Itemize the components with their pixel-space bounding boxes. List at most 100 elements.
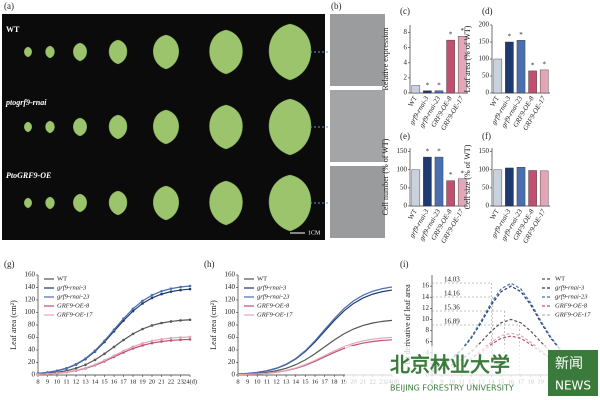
point	[150, 339, 154, 343]
point	[103, 339, 106, 343]
news-box	[548, 350, 598, 396]
x-tick-label: 19	[341, 378, 348, 385]
legend-label: WT	[555, 275, 565, 282]
point	[150, 341, 154, 345]
point	[55, 369, 59, 373]
significance: *	[531, 62, 535, 70]
point	[179, 336, 182, 339]
point	[179, 319, 182, 322]
point	[150, 324, 154, 327]
significance: *	[449, 31, 453, 39]
legend-label: grf9-rnai-23	[57, 293, 90, 300]
significance: *	[519, 31, 523, 39]
panel-label: (i)	[400, 259, 409, 269]
leaves	[24, 23, 312, 232]
x-tick-label: 18	[130, 378, 137, 385]
point	[141, 344, 144, 347]
bar	[539, 170, 549, 207]
significance: *	[449, 171, 453, 179]
y-axis-title: Leaf area (cm²)	[209, 300, 218, 350]
annotation: 15.36	[444, 304, 460, 312]
point	[188, 335, 192, 339]
y-axis-title: Leaf area (% of WT)	[463, 25, 472, 92]
point	[93, 363, 97, 366]
significance: *	[426, 81, 430, 89]
y-tick-label: 12	[422, 304, 430, 312]
significance: *	[460, 169, 464, 177]
point	[65, 370, 68, 374]
y-tick-label: 14	[422, 293, 430, 301]
y-tick-label: 20	[228, 358, 236, 366]
bar	[457, 178, 467, 207]
x-tick-label: 15	[302, 378, 309, 385]
watermark-news-cn: 新闻	[555, 356, 583, 372]
series-line	[237, 319, 393, 375]
y-tick-label: 200	[479, 21, 490, 29]
leaf	[153, 109, 179, 145]
bar	[493, 169, 503, 207]
leaf	[24, 121, 32, 133]
legend-label: GRF9-OE-8	[57, 302, 90, 309]
bar	[434, 156, 444, 207]
x-tick-label: 11	[63, 378, 69, 385]
x-tick-label: 14	[92, 378, 99, 385]
x-tick-label: 23	[177, 378, 184, 385]
point	[160, 321, 163, 325]
leaf	[73, 42, 87, 62]
leaf	[45, 45, 55, 59]
point	[179, 288, 182, 292]
legend-label: GRF9-OE-8	[257, 302, 290, 309]
point	[188, 287, 192, 291]
point	[84, 363, 87, 367]
point	[131, 345, 135, 348]
legend-label: WT	[57, 275, 67, 282]
point	[179, 338, 182, 342]
panel-label: (d)	[482, 6, 493, 16]
point	[141, 327, 144, 331]
point	[141, 342, 144, 345]
x-tick-label: 12	[273, 378, 280, 385]
y-tick-label: 50	[482, 72, 490, 80]
leaf	[153, 34, 179, 70]
significance: *	[437, 81, 441, 89]
bar	[446, 180, 455, 207]
point	[84, 366, 87, 370]
point	[122, 349, 125, 353]
bar	[505, 41, 514, 94]
point	[160, 337, 163, 341]
y-tick-label: 8	[404, 28, 408, 36]
row-label: WT	[6, 25, 20, 34]
y-tick-label: 20	[28, 358, 36, 366]
point	[103, 359, 106, 362]
series-line	[431, 318, 591, 372]
point	[150, 293, 154, 297]
y-axis-title: Relative expression	[381, 28, 390, 91]
y-tick-label: 140	[225, 283, 236, 291]
point	[103, 352, 106, 356]
y-tick-label: 0	[32, 371, 36, 379]
y-tick-label: 80	[228, 321, 236, 329]
bar	[411, 169, 421, 207]
leaf	[45, 196, 55, 210]
y-tick-label: 100	[25, 308, 36, 316]
point	[74, 367, 78, 370]
point	[36, 373, 40, 376]
y-tick-label: 50	[400, 183, 408, 191]
significance: *	[542, 60, 546, 68]
x-tick-label: 16	[312, 378, 319, 385]
y-tick-label: 4	[404, 58, 408, 66]
y-tick-label: 150	[479, 147, 490, 155]
point	[131, 309, 135, 313]
leaf	[209, 104, 243, 150]
y-axis-title: Leaf area (cm²)	[9, 300, 18, 350]
y-axis-title: Cell number (% of WT)	[381, 138, 390, 215]
y-tick-label: 10	[422, 315, 430, 323]
legend-label: GRF9-OE-17	[57, 311, 93, 318]
watermark: 北京林业大学 BEIJING FORESTRY UNIVERSITY 新闻 NE…	[345, 346, 600, 400]
point	[188, 338, 192, 341]
y-tick-label: 0	[232, 371, 236, 379]
point	[169, 339, 173, 342]
bar	[423, 90, 432, 94]
y-tick-label: 100	[397, 165, 408, 173]
